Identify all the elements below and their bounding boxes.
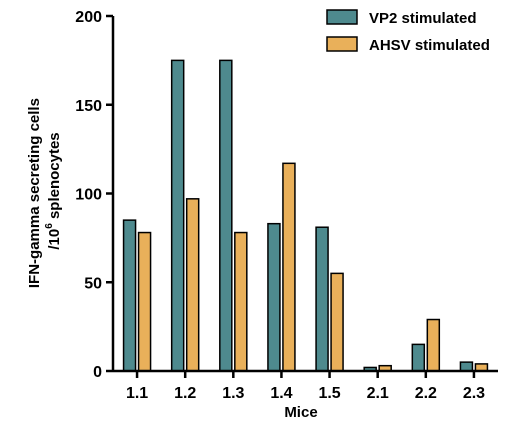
bar-vp2-2-3: [459, 361, 474, 372]
bars-group: [122, 59, 489, 372]
bar-ahsv-1-5: [330, 272, 344, 372]
y-tick-label-100: 100: [75, 187, 102, 204]
bar-ahsv-2-2: [426, 318, 441, 372]
x-tick-label-2-1: 2.1: [367, 385, 389, 402]
y-tick-label-150: 150: [75, 98, 102, 115]
bar-ahsv-1-3: [234, 231, 248, 372]
x-tick-label-1-3: 1.3: [222, 385, 244, 402]
x-tick-label-2-3: 2.3: [463, 385, 485, 402]
bar-ahsv-1-4: [282, 162, 296, 372]
legend-swatch-ahsv: [326, 36, 358, 52]
x-tick-label-2-2: 2.2: [415, 385, 437, 402]
bar-vp2-1-2: [170, 59, 185, 372]
ticks-group: 0 50 100 150 200 1.1 1.2 1.3 1.4 1.5 2.1 2.2 2.3: [75, 9, 485, 402]
y-axis-title-line1: IFN-gamma secreting cells: [26, 98, 43, 288]
bar-vp2-1-3: [219, 59, 233, 372]
legend: VP2 stimulated AHSV stimulated: [326, 9, 490, 54]
bar-ahsv-1-2: [185, 198, 200, 372]
y-axis-title-line2: /106 splenocytes: [44, 132, 63, 249]
x-tick-label-1-1: 1.1: [126, 385, 148, 402]
y-tick-label-0: 0: [93, 364, 102, 381]
y-tick-label-50: 50: [84, 275, 102, 292]
legend-label-vp2: VP2 stimulated: [369, 10, 477, 27]
y-tick-label-200: 200: [75, 9, 102, 26]
bar-vp2-1-4: [267, 222, 281, 372]
x-tick-label-1-5: 1.5: [318, 385, 340, 402]
y-axis-title-prefix: /10: [46, 229, 63, 250]
x-tick-label-1-2: 1.2: [174, 385, 196, 402]
bar-vp2-1-5: [315, 226, 329, 372]
bar-ahsv-1-1: [137, 231, 152, 372]
x-tick-label-1-4: 1.4: [270, 385, 292, 402]
axes-group: [111, 16, 498, 373]
x-axis-title: Mice: [284, 404, 317, 421]
bar-vp2-1-1: [122, 219, 137, 372]
y-axis-title: IFN-gamma secreting cells /106 splenocyt…: [26, 94, 63, 288]
legend-label-ahsv: AHSV stimulated: [369, 37, 490, 54]
y-axis-title-superscript: 6: [44, 223, 55, 229]
legend-swatch-vp2: [326, 9, 358, 25]
y-axis-title-suffix: splenocytes: [46, 132, 63, 223]
bar-vp2-2-2: [411, 343, 426, 372]
